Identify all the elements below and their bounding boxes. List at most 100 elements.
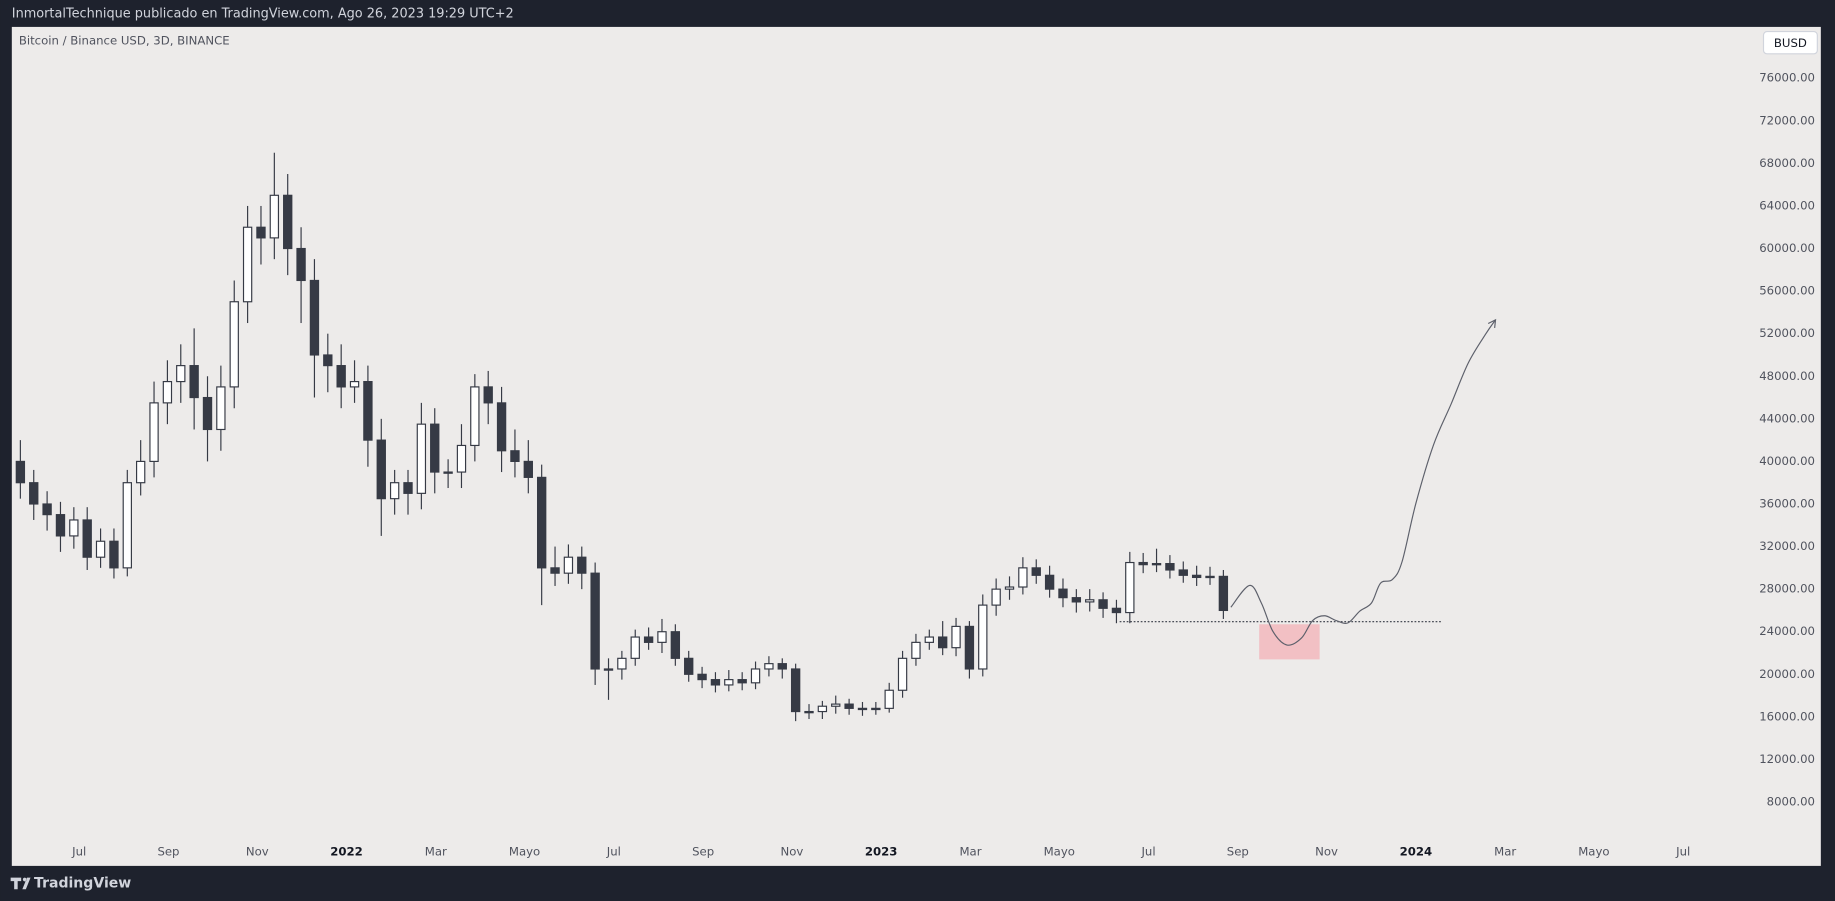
candle-body	[617, 657, 627, 670]
projection-arrowhead	[1487, 318, 1497, 329]
candle-body	[657, 631, 667, 643]
candle-body	[496, 402, 507, 452]
x-tick-label: Nov	[1315, 844, 1338, 858]
candle-body	[710, 679, 721, 686]
y-tick-label: 24000.00	[1759, 624, 1815, 638]
y-tick-label: 44000.00	[1759, 411, 1815, 425]
candle-body	[456, 444, 467, 473]
candle-body	[790, 668, 801, 713]
candle-body	[844, 703, 854, 709]
candle-body	[389, 482, 400, 500]
x-tick-label: Jul	[1140, 844, 1155, 858]
candle-body	[69, 519, 79, 537]
candle-body	[1178, 569, 1188, 576]
y-tick-label: 64000.00	[1759, 198, 1815, 212]
y-tick-label: 48000.00	[1759, 369, 1815, 383]
candle-body	[1151, 563, 1162, 566]
candle-body	[924, 636, 934, 643]
candle-body	[724, 679, 734, 686]
target-zone	[1259, 624, 1320, 660]
header-title: InmortalTechnique publicado en TradingVi…	[12, 7, 514, 22]
candle-body	[643, 636, 654, 643]
y-tick-label: 68000.00	[1759, 156, 1815, 170]
candle-body	[135, 460, 146, 484]
x-tick-label: Nov	[246, 844, 269, 858]
candle-body	[189, 365, 199, 399]
candle-body	[336, 365, 346, 388]
x-tick-label: Sep	[157, 844, 179, 858]
brand-icon	[10, 877, 31, 890]
candle-body	[149, 402, 159, 462]
candle-body	[1191, 574, 1202, 579]
candle-body	[536, 476, 547, 569]
candle-body	[229, 301, 239, 388]
candle-body	[122, 482, 132, 569]
x-tick-label: Mar	[1494, 844, 1516, 858]
y-tick-label: 32000.00	[1759, 539, 1815, 553]
candle-body	[376, 439, 386, 500]
y-tick-label: 56000.00	[1759, 284, 1815, 298]
currency-box[interactable]	[1762, 31, 1818, 55]
candle-body	[1138, 561, 1148, 566]
y-tick-label: 40000.00	[1759, 454, 1815, 468]
y-tick-label: 72000.00	[1759, 113, 1815, 127]
candle-body	[991, 588, 1001, 606]
candle-body	[443, 471, 453, 474]
candle-body	[95, 540, 106, 558]
x-tick-label: Mar	[425, 844, 447, 858]
currency-label: BUSD	[1774, 36, 1807, 50]
candle-body	[1125, 561, 1135, 614]
candle-body	[109, 540, 119, 569]
candle-body	[978, 604, 988, 670]
candle-body	[897, 657, 908, 691]
candle-body	[483, 386, 493, 404]
y-tick-label: 16000.00	[1759, 709, 1815, 723]
candle-body	[15, 460, 26, 484]
candle-body	[1071, 597, 1082, 603]
candle-body	[283, 194, 293, 250]
y-tick-label: 28000.00	[1759, 582, 1815, 596]
candle-body	[857, 707, 868, 711]
candle-body	[737, 679, 747, 684]
candle-body	[1111, 607, 1122, 614]
y-tick-label: 20000.00	[1759, 667, 1815, 681]
x-tick-label: Sep	[1227, 844, 1249, 858]
x-tick-label: Jul	[606, 844, 621, 858]
candle-body	[697, 673, 707, 681]
plot: 8000.00 12000.00 16000.00 20000.00 24000.00 2…	[15, 71, 1815, 858]
symbol-title: Bitcoin / Binance USD, 3D, BINANCE	[19, 33, 230, 47]
candle-body	[1004, 586, 1015, 590]
brand-logo[interactable]: TradingView	[10, 875, 132, 891]
candle-body	[1098, 599, 1108, 609]
candle-body	[349, 380, 360, 388]
candle-body	[523, 460, 533, 478]
chart-panel	[11, 26, 1821, 866]
candle-body	[430, 423, 440, 473]
candle-body	[216, 386, 226, 431]
candle-body	[590, 572, 600, 670]
candle-body	[1018, 567, 1028, 588]
candle-body	[563, 556, 574, 574]
candle-body	[777, 663, 787, 670]
candle-body	[964, 625, 975, 670]
candle-body	[911, 641, 921, 659]
x-tick-label: 2024	[1400, 844, 1433, 858]
candle-body	[1165, 563, 1175, 571]
candle-body	[416, 423, 427, 494]
candle-body	[309, 279, 320, 356]
candle-body	[577, 556, 587, 574]
candle-body	[202, 396, 213, 431]
candle-body	[242, 226, 253, 303]
x-tick-label: Jul	[71, 844, 86, 858]
candle-body	[1218, 575, 1229, 612]
x-tick-label: Mar	[959, 844, 981, 858]
candle-body	[323, 354, 333, 367]
candle-body	[804, 710, 814, 714]
candle-body	[603, 668, 614, 671]
y-tick-label: 76000.00	[1759, 71, 1815, 85]
y-tick-label: 36000.00	[1759, 496, 1815, 510]
x-tick-label: Sep	[692, 844, 714, 858]
candle-body	[363, 380, 373, 441]
candle-body	[630, 636, 640, 659]
candle-body	[750, 668, 761, 684]
